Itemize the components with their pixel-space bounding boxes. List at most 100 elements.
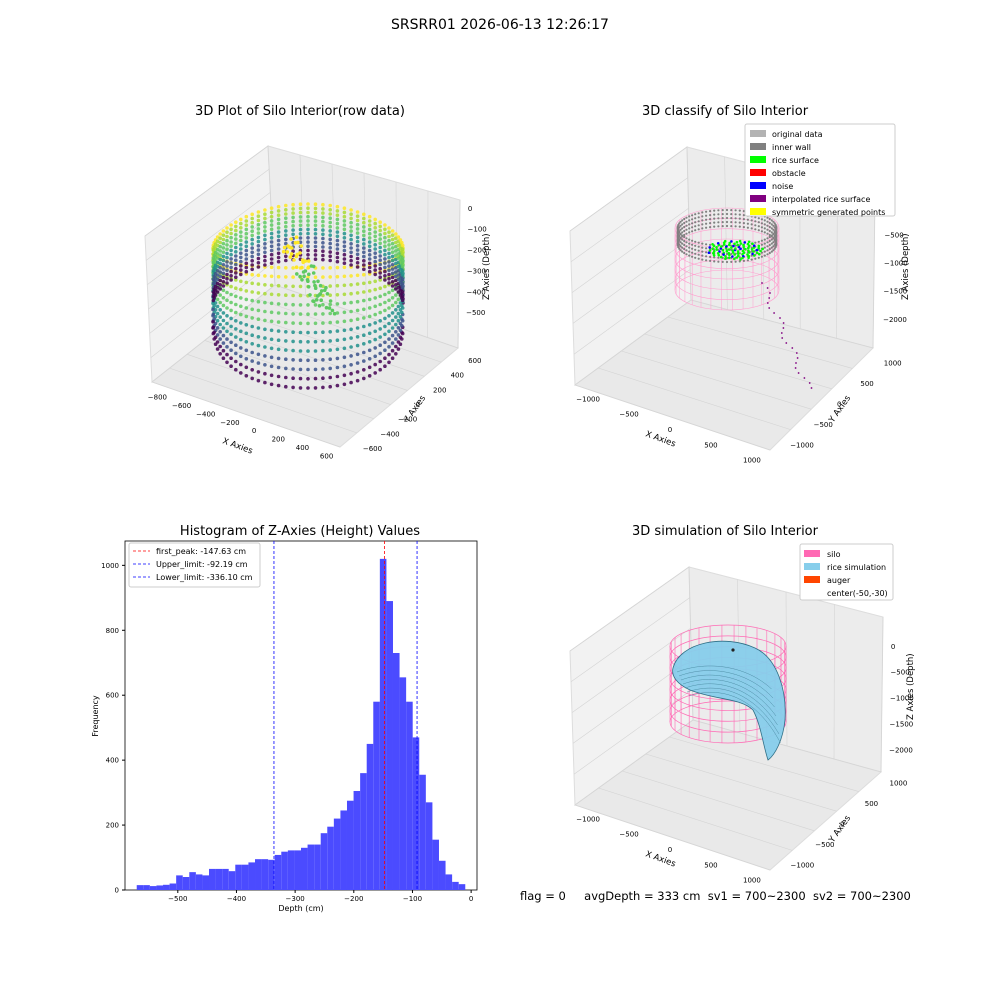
data-point: [250, 350, 254, 355]
data-point: [211, 320, 215, 324]
data-point: [256, 218, 261, 223]
data-point: [218, 283, 222, 287]
data-point: [263, 254, 267, 259]
data-point: [298, 232, 303, 236]
inner-wall-point: [694, 244, 697, 247]
inner-wall-point: [742, 226, 745, 229]
data-point: [342, 283, 347, 288]
inner-wall-point: [730, 252, 733, 255]
inner-wall-point: [738, 209, 741, 212]
data-point: [305, 278, 310, 282]
figure-title: SRSRR01 2026-06-13 12:26:17: [391, 17, 609, 33]
data-point: [328, 224, 332, 229]
data-point: [244, 219, 249, 223]
data-point: [398, 321, 403, 326]
data-point: [239, 296, 243, 300]
inner-wall-point: [691, 226, 694, 229]
data-point: [263, 242, 267, 246]
inner-wall-point: [701, 215, 704, 218]
inner-wall-point: [766, 232, 769, 235]
status-line: flag = 0 avgDepth = 333 cm sv1 = 700~230…: [520, 889, 911, 903]
inner-wall-point: [691, 214, 694, 217]
inner-wall-point: [772, 224, 775, 227]
data-point: [362, 298, 366, 303]
data-point: [298, 210, 303, 215]
data-point: [373, 230, 377, 234]
data-point: [276, 329, 281, 333]
data-point: [263, 291, 267, 296]
inner-wall-point: [679, 236, 682, 239]
rice-surface-point: [737, 254, 740, 257]
data-point: [276, 259, 281, 264]
legend-swatch: [750, 195, 766, 202]
data-point: [298, 227, 303, 232]
noise-point: [794, 367, 797, 369]
data-point: [239, 247, 243, 251]
data-point: [313, 248, 318, 253]
tick-label: −200: [220, 419, 239, 427]
data-point: [256, 261, 261, 265]
noise-point: [782, 322, 785, 324]
data-point: [387, 230, 391, 234]
noise-point: [797, 372, 800, 374]
data-point: [285, 250, 290, 254]
data-point: [225, 360, 229, 365]
inner-wall-point: [766, 249, 769, 252]
data-point: [225, 243, 229, 247]
inner-wall-point: [760, 226, 763, 229]
data-point: [269, 231, 274, 236]
data-point: [367, 348, 372, 353]
data-point: [373, 321, 377, 325]
noise-point: [766, 287, 769, 289]
data-point: [349, 363, 353, 367]
histogram-bar: [346, 800, 354, 890]
data-point: [362, 324, 366, 329]
data-point: [373, 304, 377, 309]
inner-wall-point: [709, 222, 712, 225]
data-point: [306, 236, 310, 240]
data-point: [225, 306, 229, 310]
rice-surface-point: [752, 250, 755, 253]
data-point: [218, 308, 222, 312]
data-point: [328, 311, 332, 316]
data-point: [378, 335, 382, 339]
data-point: [306, 265, 311, 269]
inner-wall-point: [685, 237, 688, 240]
rice-surface-point: [719, 247, 723, 250]
inner-wall-point: [774, 246, 777, 249]
data-point: [306, 227, 310, 232]
data-point: [321, 275, 325, 279]
inner-wall-point: [742, 218, 745, 221]
tick-label: −200: [467, 247, 486, 255]
data-point: [387, 298, 391, 303]
inner-wall-point: [683, 225, 686, 229]
grid-line: [204, 340, 391, 405]
legend-swatch: [750, 208, 766, 215]
data-point: [221, 288, 226, 293]
data-point: [211, 301, 215, 306]
data-point: [276, 293, 281, 297]
data-point: [269, 210, 274, 215]
data-point: [269, 292, 274, 297]
data-point: [390, 250, 395, 254]
data-point: [367, 365, 372, 370]
data-point: [229, 278, 233, 282]
tick-label: 500: [865, 800, 878, 808]
x-tick-label: −400: [227, 895, 246, 903]
data-point: [256, 231, 261, 235]
rice-surface-point: [750, 248, 754, 251]
data-point: [378, 319, 382, 323]
inner-wall-point: [775, 237, 778, 240]
rice-surface-point: [730, 240, 733, 243]
data-point: [321, 321, 325, 325]
data-point: [221, 348, 226, 353]
data-point: [291, 293, 295, 298]
noise-point: [808, 382, 811, 384]
data-point: [229, 332, 233, 337]
inner-wall-point: [678, 230, 681, 233]
data-point: [328, 220, 332, 225]
inner-wall-point: [772, 249, 775, 252]
data-point: [244, 365, 249, 370]
data-point: [291, 385, 295, 390]
inner-wall-point: [677, 227, 680, 230]
